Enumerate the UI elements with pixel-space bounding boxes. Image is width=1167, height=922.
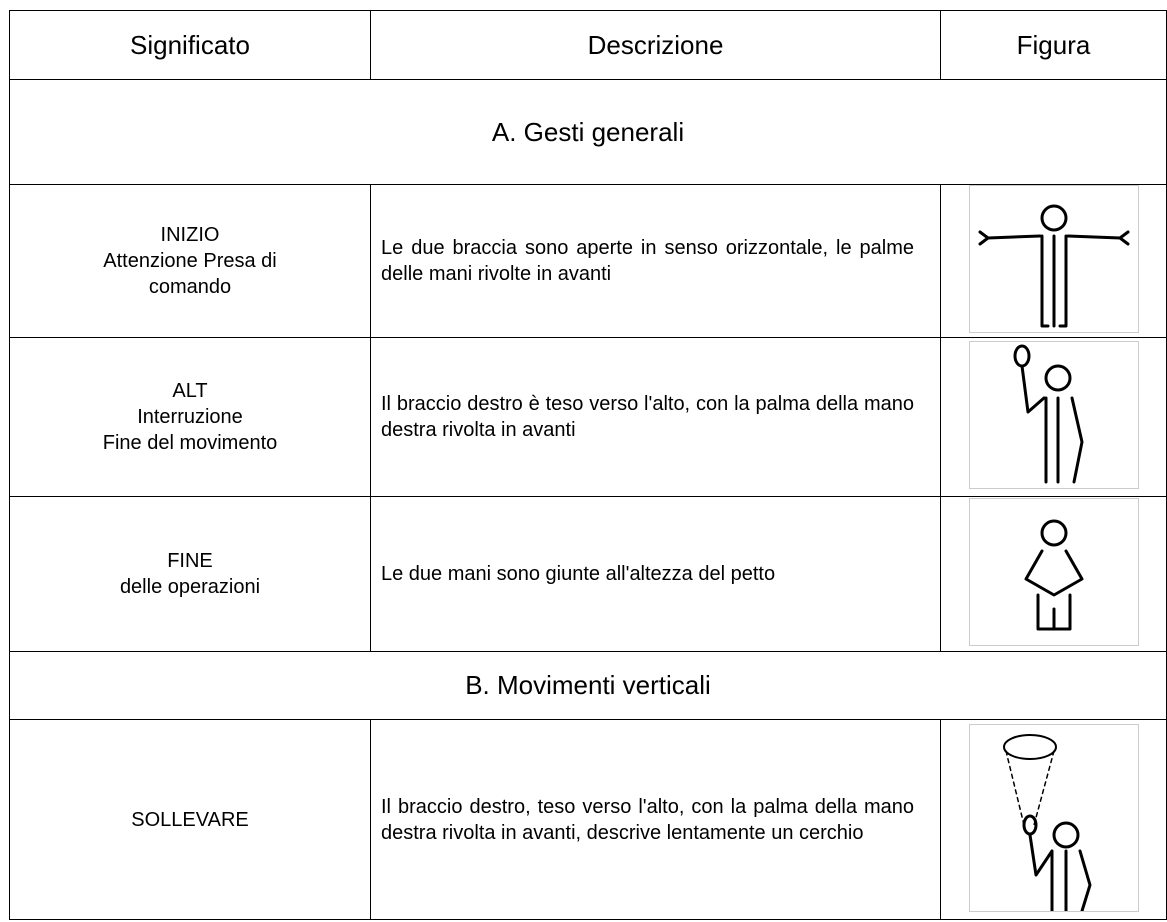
- row: INIZIO Attenzione Presa di comando Le du…: [9, 184, 1167, 338]
- description: Le due mani sono giunte all'altezza del …: [370, 496, 941, 652]
- figure-drawing: [1013, 344, 1083, 484]
- meaning: ALT Interruzione Fine del movimento: [9, 337, 371, 497]
- meaning-line: ALT: [172, 380, 208, 402]
- header-cell: Descrizione: [370, 10, 941, 80]
- meaning-line: delle operazioni: [119, 576, 261, 598]
- figure-cell: [940, 496, 1167, 652]
- meaning: FINE delle operazioni: [9, 496, 371, 652]
- meaning-line: FINE: [167, 550, 213, 572]
- meaning: INIZIO Attenzione Presa di comando: [9, 184, 371, 338]
- section-row: A. Gesti generali: [9, 79, 1167, 185]
- section-title: A. Gesti generali: [9, 79, 1167, 185]
- header-row: Significato Descrizione Figura: [9, 10, 1167, 80]
- meaning-line: INIZIO: [160, 224, 220, 246]
- figure-cell: [940, 184, 1167, 338]
- figure: [968, 185, 1139, 333]
- row: SOLLEVARE Il braccio destro, teso verso …: [9, 719, 1167, 920]
- section-row: B. Movimenti verticali: [9, 651, 1167, 720]
- description: Le due braccia sono aperte in senso oriz…: [370, 184, 941, 338]
- figure-drawing: [978, 204, 1129, 328]
- description: Il braccio destro è teso verso l'alto, c…: [370, 337, 941, 497]
- meaning-line: Attenzione Presa di: [103, 250, 277, 272]
- figure: [968, 723, 1139, 912]
- figure-drawing: [1002, 733, 1091, 912]
- section-title: B. Movimenti verticali: [9, 651, 1167, 720]
- header-cell: Figura: [940, 10, 1167, 80]
- figure-cell: [940, 337, 1167, 497]
- figure: [968, 498, 1139, 646]
- figure-cell: [940, 719, 1167, 920]
- figure: [968, 341, 1139, 489]
- meaning: SOLLEVARE: [9, 719, 371, 920]
- description: Il braccio destro, teso verso l'alto, co…: [370, 719, 941, 920]
- row: FINE delle operazioni Le due mani sono g…: [9, 496, 1167, 652]
- header-cell: Significato: [9, 10, 371, 80]
- row: ALT Interruzione Fine del movimento Il b…: [9, 337, 1167, 497]
- meaning-line: Fine del movimento: [102, 432, 278, 454]
- meaning-line: comando: [148, 276, 232, 298]
- meaning-line: SOLLEVARE: [131, 808, 249, 831]
- meaning-line: Interruzione: [137, 406, 243, 428]
- signals-table: Significato Descrizione Figura A. Gesti …: [9, 10, 1167, 920]
- figure-drawing: [1024, 519, 1083, 631]
